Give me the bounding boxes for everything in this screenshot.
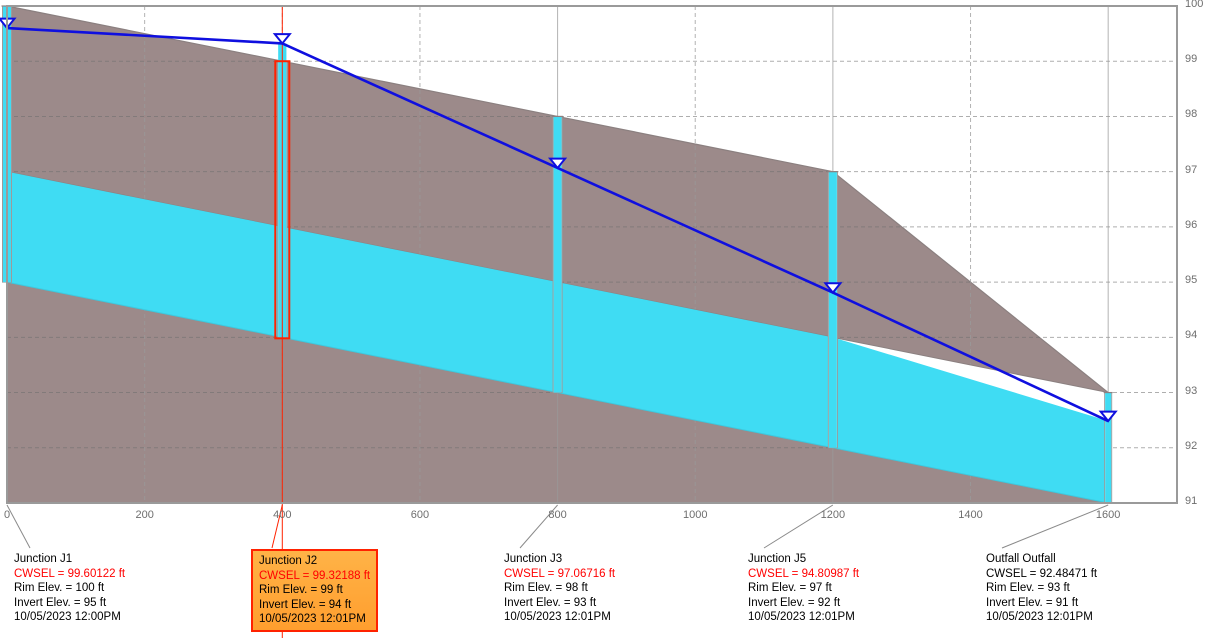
structure-water-J5 xyxy=(828,171,837,448)
callout-leader-J5 xyxy=(763,504,834,549)
callout-j5-invert-elev: Invert Elev. = 92 ft xyxy=(748,596,841,609)
hgl-marker-Outfall[interactable] xyxy=(1098,410,1118,423)
conduit-water-J1-J2 xyxy=(7,171,283,338)
y-axis-tick-99: 99 xyxy=(1185,53,1198,66)
conduit-invert-line-J3-J5 xyxy=(557,392,833,449)
y-axis-tick-100: 100 xyxy=(1185,0,1204,10)
callout-leader-J3 xyxy=(519,504,558,549)
x-axis-tick-0: 0 xyxy=(3,509,11,521)
callout-j1-title: Junction J1 xyxy=(14,553,73,565)
y-axis-tick-94: 94 xyxy=(1185,329,1198,342)
callout-j3[interactable]: Junction J3 CWSEL = 97.06716 ft Rim Elev. … xyxy=(504,552,615,625)
callout-j1-rim-elev: Rim Elev. = 100 ft xyxy=(14,582,105,594)
callout-outfall-timestamp: 10/05/2023 12:01PM xyxy=(986,611,1093,623)
callout-j2-timestamp: 10/05/2023 12:01PM xyxy=(259,613,366,625)
callout-leader-J2 xyxy=(271,504,283,549)
x-axis-tick-600: 600 xyxy=(410,509,430,521)
x-axis-tick-1200: 1200 xyxy=(820,509,846,521)
y-axis-tick-95: 95 xyxy=(1185,274,1198,287)
callout-leader-J1 xyxy=(6,504,31,549)
y-axis-tick-91: 91 xyxy=(1185,495,1198,507)
y-axis-tick-98: 98 xyxy=(1185,108,1198,121)
callout-j3-title: Junction J3 xyxy=(504,553,563,565)
callout-j3-invert-elev: Invert Elev. = 93 ft xyxy=(504,596,597,609)
callout-j5-rim-elev: Rim Elev. = 97 ft xyxy=(748,582,832,594)
hgl-marker-J5[interactable] xyxy=(823,282,843,295)
callout-j2-rim-elev: Rim Elev. = 99 ft xyxy=(259,584,343,596)
callout-outfall-cwsel: CWSEL = 92.48471 ft xyxy=(986,567,1098,580)
y-axis-tick-97: 97 xyxy=(1185,163,1198,176)
x-axis-tick-1400: 1400 xyxy=(958,509,983,521)
callout-j1[interactable]: Junction J1 CWSEL = 99.60122 ft Rim Elev. … xyxy=(14,552,125,625)
hgl-marker-J3[interactable] xyxy=(548,157,568,170)
x-axis-tick-800: 800 xyxy=(548,509,567,521)
callout-j2[interactable]: Junction J2 CWSEL = 99.32188 ft Rim Elev. … xyxy=(251,549,379,632)
callout-j1-invert-elev: Invert Elev. = 95 ft xyxy=(14,596,107,609)
y-axis-tick-93: 93 xyxy=(1185,384,1198,397)
callout-j1-timestamp: 10/05/2023 12:00PM xyxy=(14,611,121,623)
callout-leader-Outfall xyxy=(1001,504,1109,549)
callout-j5-title: Junction J5 xyxy=(748,553,807,565)
callout-j2-cwsel: CWSEL = 99.32188 ft xyxy=(259,569,371,582)
structure-water-Outfall xyxy=(1105,392,1112,503)
hgl-marker-J2[interactable] xyxy=(272,33,292,46)
callout-j5[interactable]: Junction J5 CWSEL = 94.80987 ft Rim Elev. … xyxy=(748,552,859,625)
callout-outfall-rim-elev: Rim Elev. = 93 ft xyxy=(986,582,1070,594)
plot-frame xyxy=(6,5,1178,504)
callout-j3-cwsel: CWSEL = 97.06716 ft xyxy=(504,567,616,580)
callout-j5-cwsel: CWSEL = 94.80987 ft xyxy=(748,567,860,580)
x-axis-tick-400: 400 xyxy=(273,509,292,521)
callout-j5-timestamp: 10/05/2023 12:01PM xyxy=(748,611,855,623)
callout-j3-rim-elev: Rim Elev. = 98 ft xyxy=(504,582,588,594)
callout-j1-cwsel: CWSEL = 99.60122 ft xyxy=(14,567,126,580)
callout-outfall-title: Outfall Outfall xyxy=(986,553,1056,565)
x-axis-tick-1600: 1600 xyxy=(1095,509,1121,521)
y-axis-tick-92: 92 xyxy=(1185,439,1198,452)
callout-outfall[interactable]: Outfall Outfall CWSEL = 92.48471 ft Rim El… xyxy=(986,552,1097,625)
conduit-invert-line-J5-Outfall xyxy=(832,447,1109,504)
conduit-invert-line-J2-J3 xyxy=(282,336,558,394)
structure-water-J3 xyxy=(553,116,562,393)
callout-j3-timestamp: 10/05/2023 12:01PM xyxy=(504,611,611,623)
callout-outfall-invert-elev: Invert Elev. = 91 ft xyxy=(986,596,1079,609)
conduit-water-J5-Outfall xyxy=(832,337,1109,503)
x-axis-tick-200: 200 xyxy=(135,509,154,521)
callout-j2-invert-elev: Invert Elev. = 94 ft xyxy=(259,598,352,611)
conduit-invert-line-J1-J2 xyxy=(6,281,283,338)
callout-j2-title: Junction J2 xyxy=(259,555,318,567)
x-axis-tick-1000: 1000 xyxy=(682,509,708,521)
conduit-water-J3-J5 xyxy=(557,282,833,448)
y-axis-tick-96: 96 xyxy=(1185,218,1198,231)
